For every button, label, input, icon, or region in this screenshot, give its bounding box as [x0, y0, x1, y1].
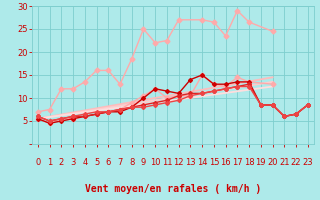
X-axis label: Vent moyen/en rafales ( km/h ): Vent moyen/en rafales ( km/h ) [85, 184, 261, 194]
